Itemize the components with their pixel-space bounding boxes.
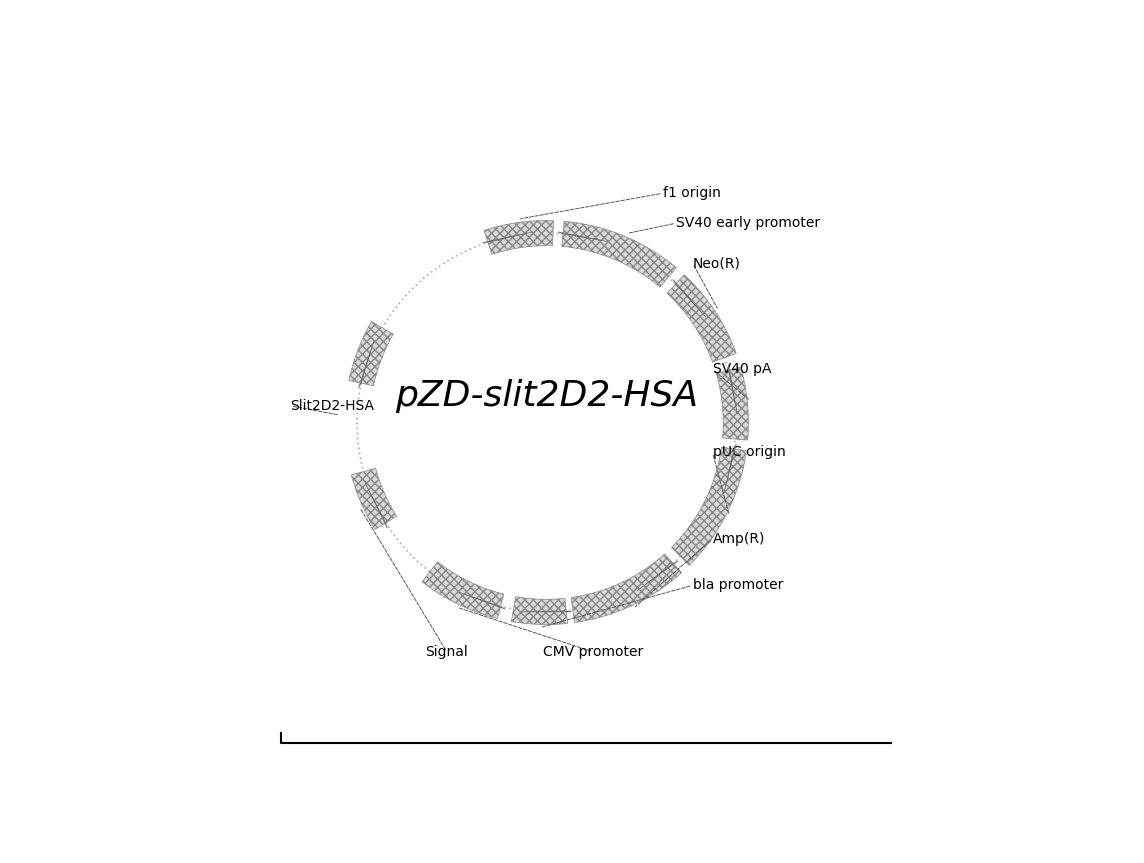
Polygon shape	[673, 280, 706, 318]
Text: pZD-slit2D2-HSA: pZD-slit2D2-HSA	[395, 379, 698, 413]
Text: Neo(R): Neo(R)	[692, 256, 740, 270]
Text: bla promoter: bla promoter	[692, 578, 782, 592]
Text: SV40 early promoter: SV40 early promoter	[676, 216, 820, 230]
Text: Amp(R): Amp(R)	[713, 532, 765, 545]
Polygon shape	[672, 447, 747, 565]
Polygon shape	[511, 596, 567, 625]
Polygon shape	[562, 221, 676, 287]
Polygon shape	[667, 274, 737, 362]
Text: CMV promoter: CMV promoter	[542, 645, 643, 658]
Polygon shape	[484, 221, 554, 255]
Polygon shape	[458, 592, 506, 609]
Polygon shape	[422, 562, 503, 619]
Polygon shape	[729, 365, 738, 414]
Polygon shape	[724, 444, 737, 493]
Polygon shape	[483, 232, 532, 243]
Text: pUC origin: pUC origin	[713, 445, 785, 459]
Polygon shape	[349, 322, 394, 386]
Text: f1 origin: f1 origin	[662, 186, 721, 200]
Polygon shape	[522, 611, 572, 612]
Text: Signal: Signal	[426, 645, 468, 658]
Text: SV40 pA: SV40 pA	[713, 362, 771, 376]
Polygon shape	[558, 232, 607, 242]
Polygon shape	[365, 483, 388, 528]
Polygon shape	[716, 367, 748, 440]
Polygon shape	[571, 554, 682, 622]
Polygon shape	[351, 469, 397, 530]
Polygon shape	[358, 340, 374, 388]
Polygon shape	[637, 561, 678, 590]
Text: Slit2D2-HSA: Slit2D2-HSA	[291, 399, 374, 413]
